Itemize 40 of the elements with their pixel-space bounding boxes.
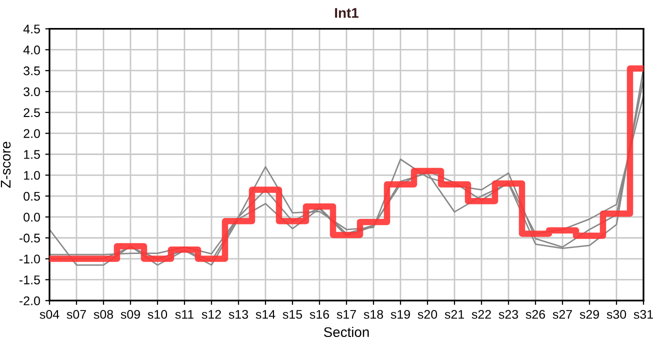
- x-tick-label: s07: [66, 310, 86, 319]
- y-tick-label: -1.0: [19, 254, 40, 264]
- x-tick-label: s15: [282, 310, 302, 319]
- x-tick-label: s27: [552, 310, 572, 319]
- x-tick-label: s12: [202, 310, 221, 319]
- x-tick-label: s23: [498, 310, 518, 319]
- y-tick-label: 4.0: [23, 46, 40, 54]
- x-tick-label: s19: [390, 310, 410, 319]
- y-axis-title: Z-score: [0, 142, 11, 188]
- x-tick-label: s18: [364, 310, 384, 319]
- x-tick-label: s04: [40, 310, 60, 319]
- x-tick-label: s30: [606, 310, 626, 319]
- y-tick-label: -0.5: [19, 234, 40, 243]
- x-axis-title: Section: [324, 326, 369, 338]
- y-tick-label: -1.5: [19, 276, 40, 284]
- y-tick-label: 3.5: [24, 66, 40, 76]
- x-tick-label: s21: [444, 310, 464, 319]
- x-tick-label: s17: [336, 310, 356, 319]
- x-tick-label: s22: [472, 310, 491, 319]
- y-tick-label: 0.0: [24, 212, 40, 222]
- y-tick-label: 1.0: [24, 170, 40, 180]
- y-tick-label: 1.5: [24, 150, 40, 159]
- x-tick-label: s20: [418, 310, 438, 319]
- y-tick-label: 2.5: [24, 108, 40, 118]
- x-tick-label: s09: [120, 310, 140, 319]
- x-tick-label: s11: [175, 310, 194, 319]
- y-tick-label: -2.0: [19, 296, 40, 306]
- x-tick-label: s31: [634, 310, 653, 319]
- chart-title: Int1: [335, 8, 358, 18]
- x-tick-label: s29: [580, 310, 599, 319]
- y-tick-label: 2.0: [24, 129, 40, 138]
- y-tick-label: 0.5: [24, 192, 40, 201]
- x-tick-label: s10: [148, 310, 168, 319]
- x-tick-label: s26: [526, 310, 546, 319]
- x-tick-label: s14: [256, 310, 276, 319]
- x-tick-label: s16: [310, 310, 330, 319]
- x-tick-label: s13: [228, 310, 248, 319]
- y-tick-label: 4.5: [23, 24, 40, 34]
- y-tick-label: 3.0: [24, 87, 40, 96]
- x-tick-label: s08: [94, 310, 114, 319]
